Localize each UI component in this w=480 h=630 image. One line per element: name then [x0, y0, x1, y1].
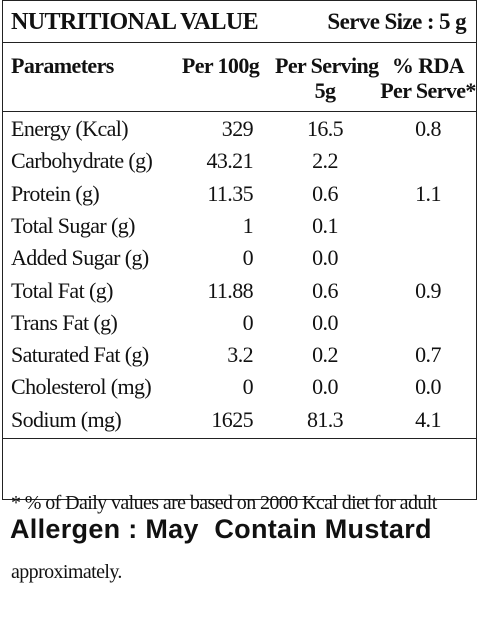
cell: 2.2 — [312, 148, 338, 174]
cell: 3.2 — [227, 342, 253, 368]
cell: 1.1 — [415, 180, 441, 206]
parameter: Protein (g) — [11, 180, 100, 206]
cell: 0.0 — [312, 374, 338, 400]
cell: 16.5 — [306, 116, 344, 141]
allergen: Allergen : May Contain Mustard — [10, 514, 432, 544]
divider — [3, 438, 476, 439]
cell: 0.7 — [415, 342, 441, 368]
cell: 0.0 — [312, 309, 338, 335]
cell: 0.0 — [312, 245, 338, 271]
cell: 0.1 — [312, 212, 338, 238]
column-header: Parameters — [11, 53, 114, 78]
column-header: Per Serving — [275, 53, 379, 78]
cell: 0.9 — [415, 277, 441, 303]
cell: 11.88 — [207, 277, 253, 303]
parameter: Trans Fat (g) — [11, 309, 118, 335]
column-header: % RDA — [391, 53, 465, 78]
column-header: Per Serve* — [380, 78, 476, 103]
parameter: Energy (Kcal) — [11, 116, 129, 141]
parameter: Carbohydrate (g) — [11, 148, 153, 174]
column-header: 5g — [314, 78, 336, 103]
parameter: Cholesterol (mg) — [11, 374, 152, 400]
footnote-line: * % of Daily values are based on 2000 Kc… — [11, 492, 437, 514]
divider — [3, 111, 476, 112]
cell: 0 — [242, 374, 254, 400]
parameter: Total Fat (g) — [11, 277, 113, 303]
cell: 43.21 — [206, 148, 253, 174]
title: NUTRITIONAL VALUE — [11, 9, 259, 35]
cell: 0.6 — [312, 180, 338, 206]
cell: 4.1 — [415, 406, 441, 432]
cell: 1625 — [211, 406, 253, 432]
cell: 0.2 — [312, 342, 338, 368]
cell: 0.0 — [415, 374, 441, 400]
footnote-line: approximately. — [11, 561, 122, 583]
cell: 11.35 — [207, 180, 253, 206]
cell: 0.8 — [415, 116, 441, 141]
parameter: Sodium (mg) — [11, 406, 122, 432]
cell: 0 — [242, 309, 254, 335]
serve-size: Serve Size : 5 g — [327, 9, 466, 34]
column-header: Per 100g — [181, 53, 260, 78]
parameter: Added Sugar (g) — [11, 245, 149, 271]
divider — [3, 42, 476, 43]
parameter: Saturated Fat (g) — [11, 342, 149, 368]
parameter: Total Sugar (g) — [11, 212, 135, 238]
cell: 1 — [242, 212, 254, 238]
page: {"header": {"title": "NUTRITIONAL VALUE"… — [2, 0, 477, 583]
cell: 329 — [221, 116, 254, 141]
nutrition-label: NUTRITIONAL VALUE Serve Size : 5 g * % o… — [2, 0, 477, 583]
cell: 81.3 — [306, 406, 344, 432]
cell: 0 — [242, 245, 254, 271]
cell: 0.6 — [312, 277, 338, 303]
